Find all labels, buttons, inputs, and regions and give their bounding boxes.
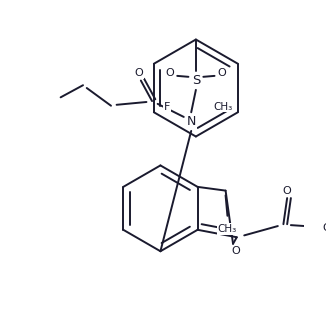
Text: F: F	[164, 102, 170, 112]
Text: S: S	[192, 74, 200, 87]
Text: O: O	[135, 68, 143, 78]
Text: O: O	[165, 68, 174, 78]
Text: CH₃: CH₃	[213, 102, 232, 112]
Text: O: O	[283, 186, 291, 196]
Text: O: O	[322, 223, 326, 233]
Text: O: O	[218, 68, 226, 78]
Text: CH₃: CH₃	[218, 224, 237, 234]
Text: O: O	[231, 246, 240, 256]
Text: N: N	[186, 115, 196, 128]
